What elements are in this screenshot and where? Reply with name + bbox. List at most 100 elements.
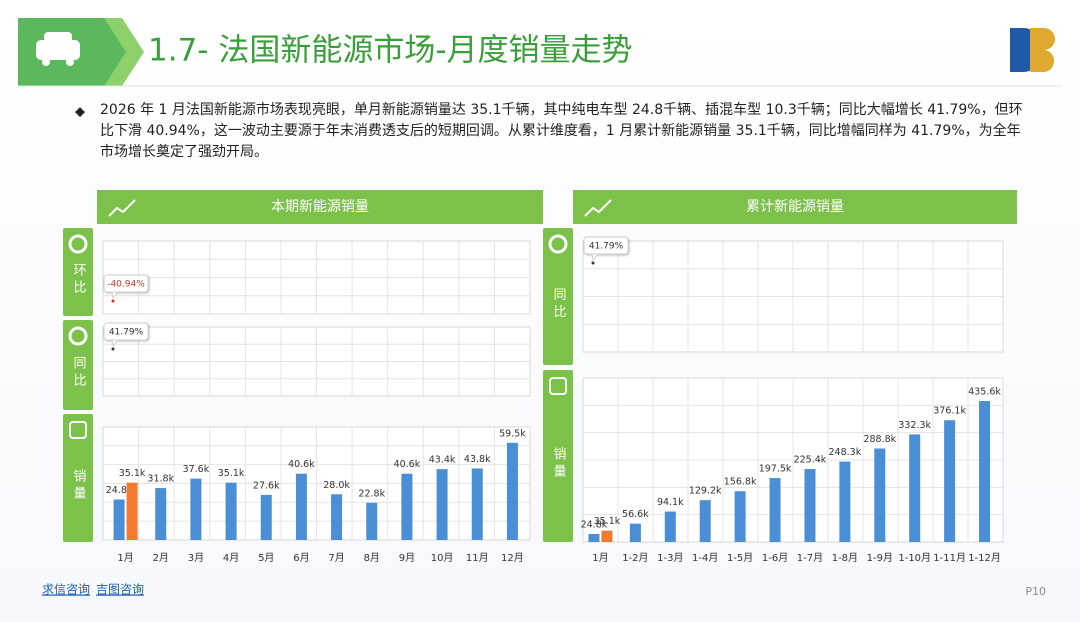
callout-box <box>103 274 149 293</box>
bar-value-label: 197.5k <box>759 464 792 475</box>
bar-value-label: 156.8k <box>724 477 757 488</box>
bullet: ◆ <box>75 105 85 120</box>
callout-tail <box>111 339 120 348</box>
header-icon <box>108 199 136 217</box>
bar-value-label: 225.4k <box>794 455 827 466</box>
bar <box>839 461 851 542</box>
bar <box>331 494 343 540</box>
bar-value-label: 248.3k <box>829 447 862 458</box>
callout: -40.94% <box>103 274 149 303</box>
summary: 2026 年 1 月法国新能源市场表现亮眼，单月新能源销量达 35.1千辆，其中… <box>100 102 1023 160</box>
bar <box>699 500 711 542</box>
bar <box>979 400 991 542</box>
tab-icon <box>68 234 88 254</box>
indicator-mark <box>591 261 595 265</box>
page-title: 1.7- 法国新能源市场-月度销量走势 <box>148 33 633 69</box>
bar-value-label: 376.1k <box>933 406 966 417</box>
bar <box>909 434 921 542</box>
tab-icon <box>69 421 87 439</box>
x-tick-label: 1-12月 <box>968 552 1001 564</box>
callout-label: -40.94% <box>107 280 145 290</box>
bar-value-label: 40.6k <box>288 459 315 470</box>
bar <box>155 488 167 540</box>
x-tick-label: 1-8月 <box>832 552 858 564</box>
bar-value-label: 288.8k <box>863 434 896 445</box>
bar <box>436 469 448 540</box>
callout-tail <box>111 291 120 300</box>
bar <box>295 473 307 540</box>
bar <box>629 523 641 542</box>
tab-label: 环比 <box>71 263 87 297</box>
bar <box>734 491 746 542</box>
side-tab <box>543 370 573 542</box>
header-chevron <box>104 18 144 86</box>
section-title: 本期新能源销量 <box>271 199 369 215</box>
car-icon <box>36 32 80 66</box>
x-tick-label: 7月 <box>328 552 344 564</box>
x-tick-label: 1-11月 <box>933 552 966 564</box>
bar <box>944 420 956 542</box>
bar-value-label: 22.8k <box>358 488 385 499</box>
bar-value-label: 35.1k <box>218 468 245 479</box>
tab-label: 销量 <box>551 447 567 481</box>
bar <box>190 478 202 540</box>
x-tick-label: 2月 <box>153 552 169 564</box>
bar-value-label: 94.1k <box>657 497 684 508</box>
footer-link[interactable]: 求信咨询 <box>42 582 90 597</box>
bar <box>804 469 816 542</box>
x-tick-label: 1-3月 <box>657 552 683 564</box>
side-tab <box>63 320 93 410</box>
bar-value-label: 35.1k <box>594 516 621 527</box>
bar-value-label: 31.8k <box>147 474 174 485</box>
tab-label: 同比 <box>551 288 566 322</box>
bar-value-label: 435.6k <box>968 386 1001 397</box>
bar-value-label: 43.8k <box>464 454 491 465</box>
bar-value-label: 332.3k <box>898 420 931 431</box>
x-tick-label: 1-6月 <box>762 552 788 564</box>
side-tab <box>63 414 93 542</box>
tab-label: 同比 <box>71 356 86 390</box>
side-tab <box>63 228 93 316</box>
bar <box>366 502 378 540</box>
x-tick-label: 1-4月 <box>692 552 718 564</box>
x-tick-label: 1月 <box>117 552 133 564</box>
bar <box>664 511 676 542</box>
bar <box>126 482 138 540</box>
footer-link[interactable]: 吉图咨询 <box>96 582 144 597</box>
callout-label: 41.79% <box>109 328 144 338</box>
x-tick-label: 1-9月 <box>867 552 893 564</box>
bar-value-label: 37.6k <box>183 464 210 475</box>
bar <box>260 494 272 540</box>
logo <box>1010 28 1055 72</box>
bar-value-label: 56.6k <box>622 509 649 520</box>
bar-value-label: 27.6k <box>253 480 280 491</box>
x-tick-label: 3月 <box>188 552 204 564</box>
callout-box <box>583 236 629 255</box>
bar-value-label: 59.5k <box>499 428 526 439</box>
header-icon <box>584 199 612 217</box>
bar <box>401 473 413 540</box>
page-number: P10 <box>1025 585 1046 598</box>
side-tab <box>543 228 573 365</box>
x-tick-label: 12月 <box>501 552 524 564</box>
x-tick-label: 9月 <box>399 552 415 564</box>
x-tick-label: 1-5月 <box>727 552 753 564</box>
bar-value-label: 35.1k <box>119 468 146 479</box>
bar <box>506 442 518 540</box>
bar-value-label: 40.6k <box>394 459 421 470</box>
bar <box>113 499 125 540</box>
section-title: 累计新能源销量 <box>746 199 844 215</box>
callout-tail <box>591 253 600 262</box>
bar-value-label: 129.2k <box>689 486 722 497</box>
tab-icon <box>549 377 567 395</box>
bar-value-label: 24.8k <box>581 519 608 530</box>
tab-icon <box>548 234 568 254</box>
tab-label: 销量 <box>71 469 87 503</box>
x-tick-label: 1-2月 <box>622 552 648 564</box>
x-tick-label: 6月 <box>293 552 309 564</box>
tab-icon <box>68 326 88 346</box>
section-header <box>573 190 1017 224</box>
bar <box>874 448 886 542</box>
bar <box>588 533 600 542</box>
